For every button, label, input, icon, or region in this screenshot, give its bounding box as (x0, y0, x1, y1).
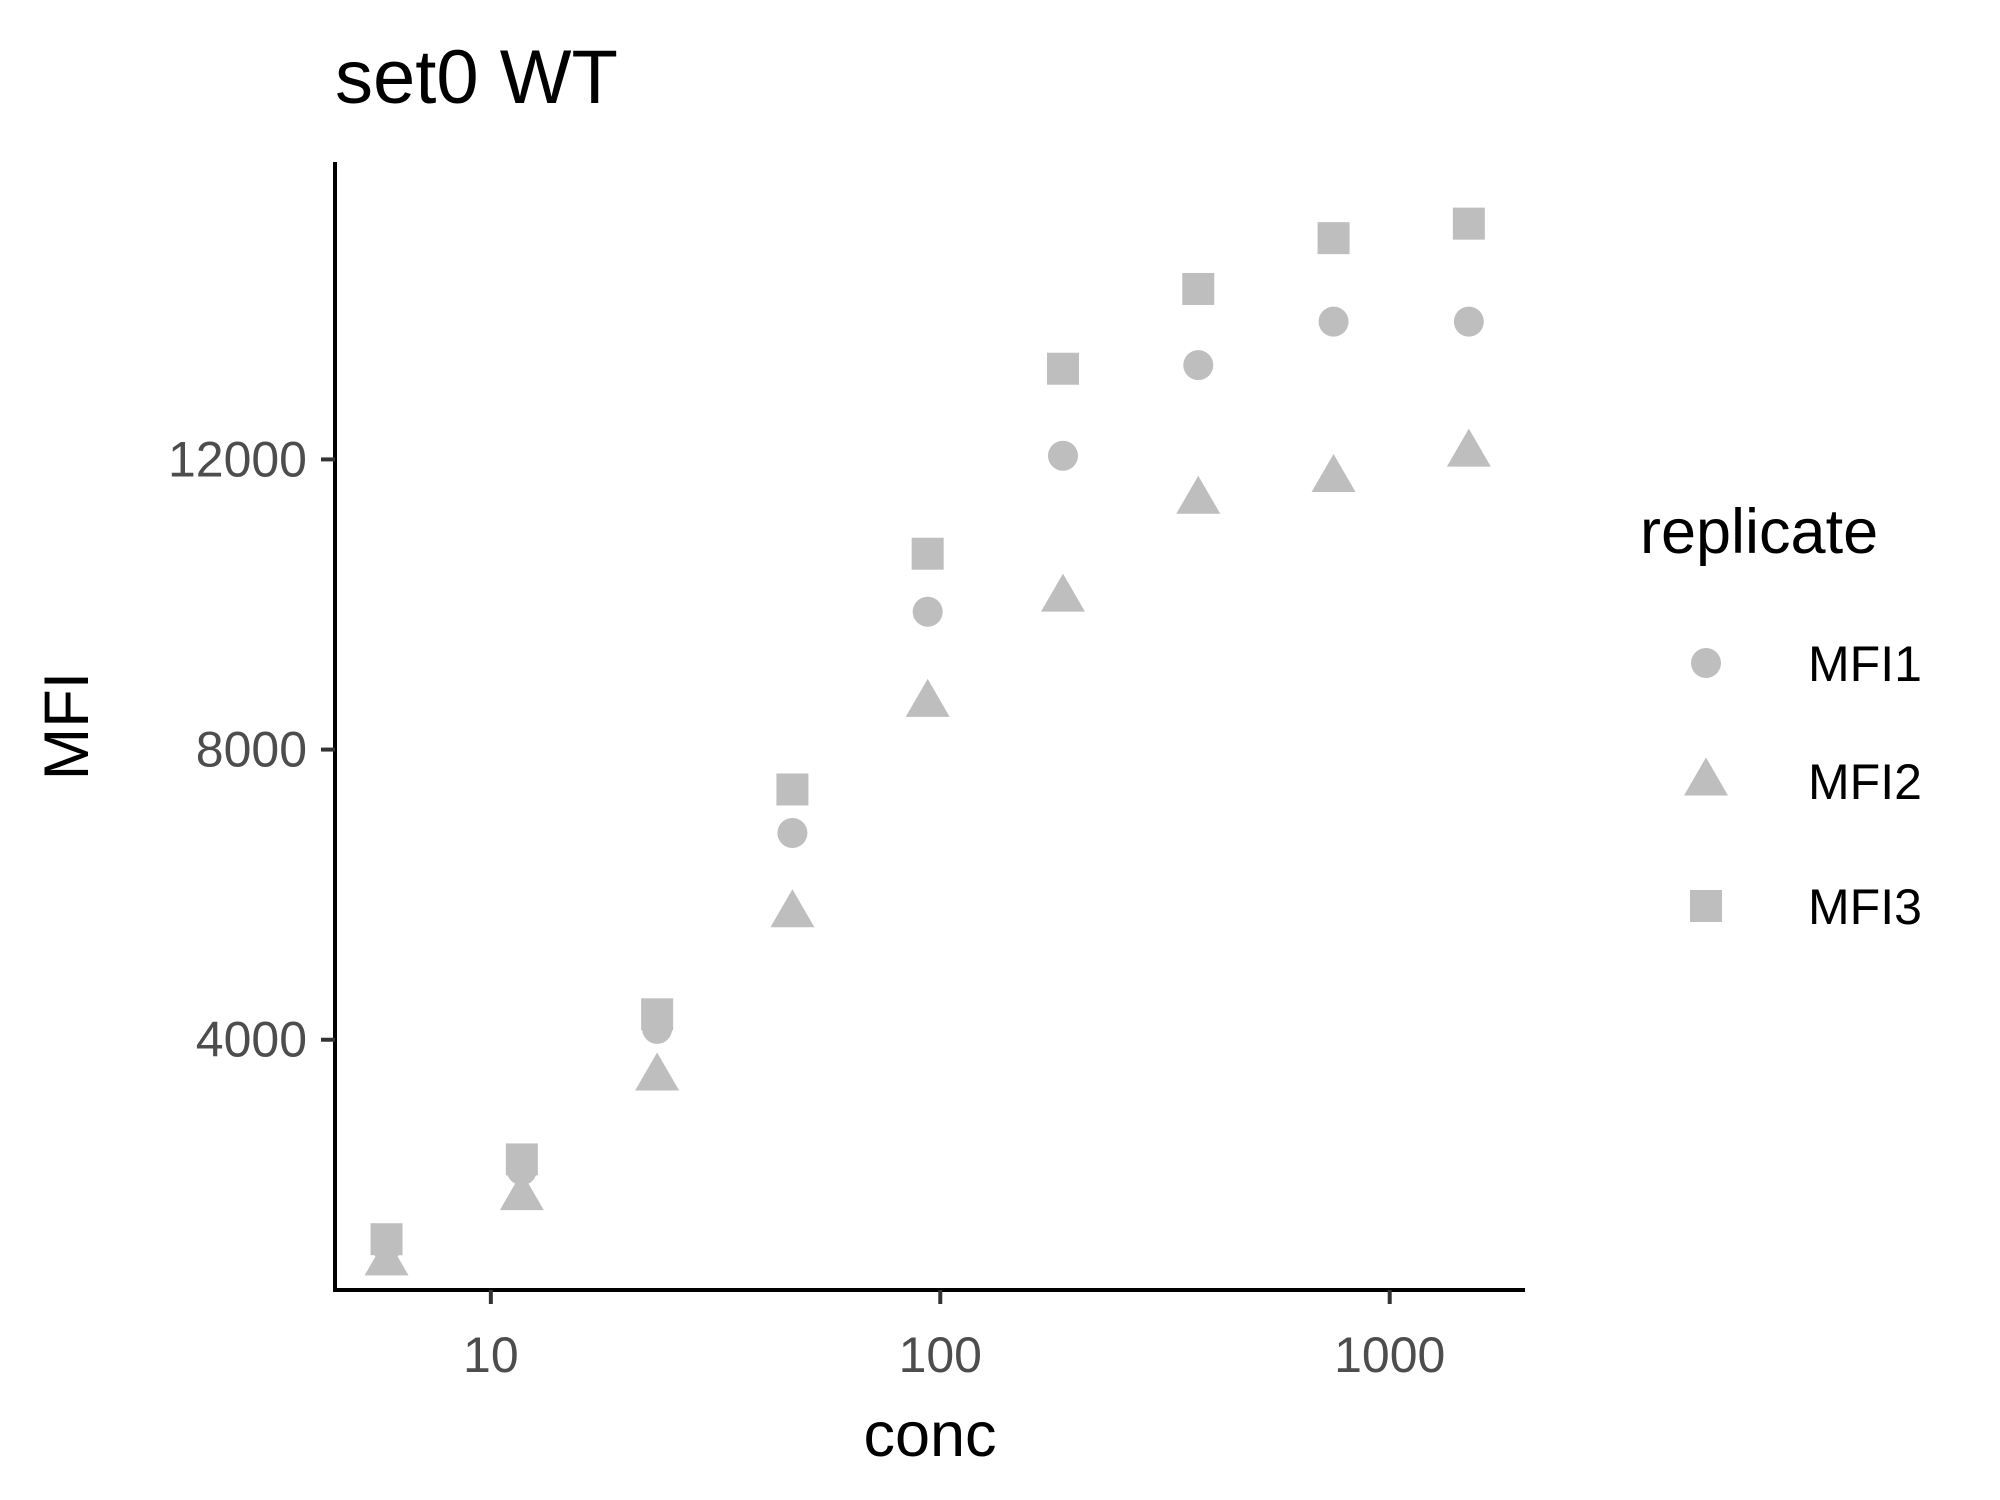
legend-title: replicate (1640, 497, 1878, 567)
y-tick-label-2: 8000 (196, 722, 307, 778)
point-mfi2-3 (635, 1052, 680, 1091)
point-mfi3-7 (1182, 272, 1215, 305)
point-mfi2-8 (1311, 453, 1356, 492)
point-mfi3-3 (641, 998, 674, 1031)
point-mfi3-8 (1317, 222, 1350, 255)
x-tick-label-3: 1000 (1334, 1327, 1445, 1383)
point-mfi2-7 (1176, 475, 1221, 514)
x-tick-label-2: 100 (899, 1327, 982, 1383)
point-mfi3-9 (1452, 207, 1485, 240)
point-mfi1-7 (1183, 350, 1214, 381)
point-mfi1-9 (1453, 306, 1484, 337)
legend-label-mfi2: MFI2 (1808, 754, 1922, 810)
point-mfi3-6 (1046, 352, 1079, 385)
legend-key-mfi2 (1684, 757, 1728, 796)
y-tick-label-1: 4000 (196, 1012, 307, 1068)
plot-panel: 10 100 1000 4000 8000 12000 (168, 162, 1525, 1383)
legend: replicate MFI1 MFI2 MFI3 (1640, 497, 1922, 935)
point-mfi2-9 (1446, 428, 1491, 467)
point-mfi2-4 (770, 889, 815, 928)
point-mfi1-4 (777, 817, 808, 848)
y-axis-title: MFI (32, 672, 102, 780)
point-mfi1-8 (1318, 306, 1349, 337)
point-mfi3-4 (776, 773, 809, 806)
legend-key-mfi1 (1691, 648, 1721, 678)
legend-key-mfi3 (1690, 890, 1722, 922)
point-mfi2-5 (905, 678, 950, 717)
point-mfi3-5 (911, 537, 944, 570)
point-mfi2-6 (1040, 573, 1085, 612)
chart-title: set0 WT (335, 35, 618, 120)
point-mfi2-1 (364, 1237, 409, 1276)
x-axis-title: conc (863, 1400, 996, 1470)
x-tick-label-1: 10 (463, 1327, 519, 1383)
point-mfi2-2 (499, 1172, 544, 1211)
legend-label-mfi3: MFI3 (1808, 879, 1922, 935)
data-points (364, 207, 1491, 1276)
point-mfi1-5 (912, 596, 943, 627)
legend-label-mfi1: MFI1 (1808, 636, 1922, 692)
point-mfi1-6 (1047, 440, 1078, 471)
y-tick-label-3: 12000 (168, 431, 307, 487)
x-axis-ticks: 10 100 1000 (463, 1290, 1445, 1383)
point-mfi3-1 (370, 1223, 403, 1256)
point-mfi3-2 (505, 1143, 538, 1176)
y-axis-ticks: 4000 8000 12000 (168, 431, 335, 1068)
